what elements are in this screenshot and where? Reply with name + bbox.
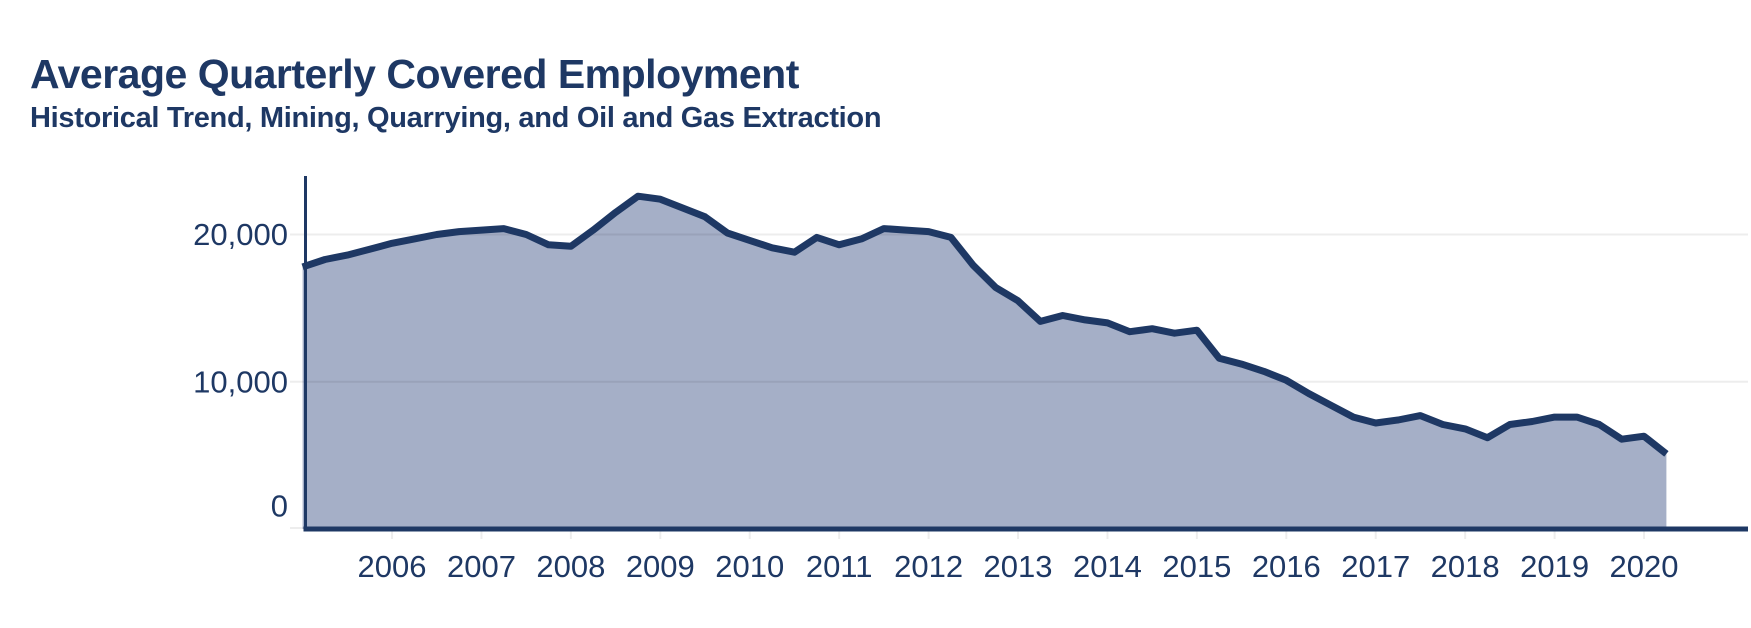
- x-axis-label-2008: 2008: [536, 549, 605, 584]
- x-axis-label-2012: 2012: [894, 549, 963, 584]
- plot-layers: 0 10,000 20,000 2006 2007 2008 2009 2010 2011 201…: [193, 176, 1748, 584]
- x-axis-label-2011: 2011: [806, 549, 873, 584]
- chart-subtitle: Historical Trend, Mining, Quarrying, and…: [30, 102, 881, 134]
- chart-title: Average Quarterly Covered Employment: [30, 51, 800, 97]
- x-axis-label-2010: 2010: [715, 549, 784, 584]
- x-axis-label-2017: 2017: [1341, 549, 1410, 584]
- x-axis-label-2014: 2014: [1073, 549, 1142, 584]
- x-axis-label-2007: 2007: [447, 549, 516, 584]
- trend-line: [301, 192, 1669, 457]
- x-axis-label-2009: 2009: [626, 549, 695, 584]
- x-axis-label-2019: 2019: [1520, 549, 1589, 584]
- y-axis-label-20000: 20,000: [193, 217, 288, 252]
- x-axis-label-2018: 2018: [1431, 549, 1500, 584]
- y-axis-label-10000: 10,000: [193, 364, 288, 399]
- x-axis-label-2020: 2020: [1610, 549, 1679, 584]
- y-axis-label-0: 0: [271, 489, 288, 524]
- x-axis-label-2016: 2016: [1252, 549, 1321, 584]
- x-axis-label-2015: 2015: [1162, 549, 1231, 584]
- x-axis-label-2006: 2006: [358, 549, 427, 584]
- x-axis-label-2013: 2013: [984, 549, 1053, 584]
- area-fill: [302, 196, 1667, 529]
